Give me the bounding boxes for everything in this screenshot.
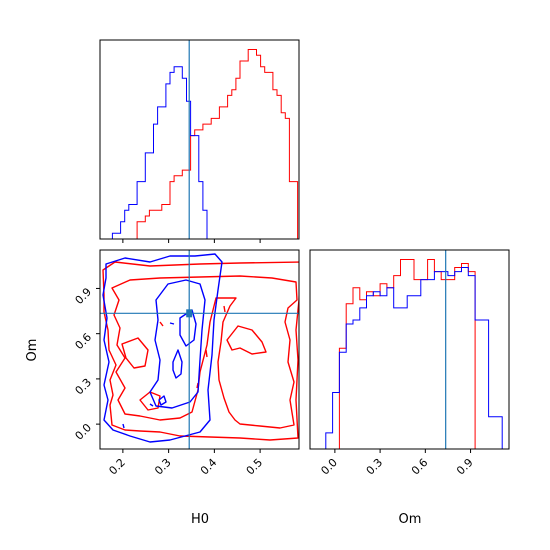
- blue-contour-mid: [149, 279, 206, 409]
- blue-contour-inner-b: [172, 349, 183, 379]
- y-axis-label-om: Om: [25, 339, 40, 362]
- blue-contour-inner-d: [122, 423, 125, 429]
- h0-marginal-ticks: [122, 239, 261, 243]
- truth-marker: [186, 309, 193, 318]
- red-contour-inner-e: [205, 349, 208, 358]
- red-contour-inner-a: [226, 325, 267, 355]
- joint-truth-lines: [100, 250, 299, 449]
- om-histograms: [325, 259, 503, 449]
- red-contour-inner-f: [223, 305, 226, 313]
- red-contour-inner-b: [121, 337, 149, 369]
- joint-frame: [99, 249, 300, 450]
- red-contour-inner-g: [159, 321, 164, 327]
- panel-h0-marginal: [99, 39, 300, 243]
- blue-contours: [102, 253, 223, 443]
- h0-marginal-frame: [99, 39, 300, 240]
- red-contour-inner-c: [139, 391, 161, 411]
- x-axis-label-om: Om: [399, 512, 422, 527]
- blue-contour-inner-f: [149, 403, 154, 407]
- blue-contour-inner-e: [169, 322, 175, 325]
- x-axis-label-h0: H0: [191, 512, 209, 527]
- h0-histograms: [100, 49, 299, 239]
- red-contours: [102, 261, 299, 441]
- histogram-h0-series-1: [100, 49, 299, 239]
- histogram-h0-series-2: [100, 66, 298, 239]
- blue-contour-inner-c: [158, 395, 167, 406]
- blue-contour-outer: [102, 253, 223, 443]
- red-contour-mid: [111, 275, 298, 429]
- histogram-om-series-2: [325, 267, 503, 449]
- om-marginal-frame: [309, 249, 510, 450]
- histogram-om-series-1: [325, 259, 503, 449]
- red-contour-outer: [102, 261, 299, 441]
